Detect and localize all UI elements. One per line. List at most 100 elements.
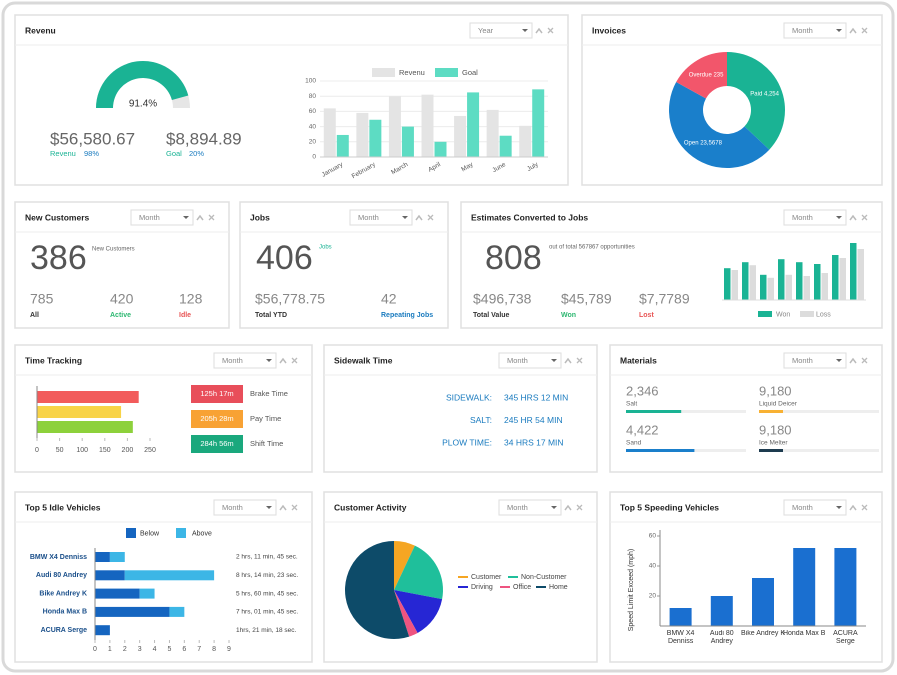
legend-label: Goal [462, 68, 478, 77]
collapse-button[interactable] [849, 357, 857, 364]
stat-label: Won [561, 312, 576, 319]
x-tick-label: 3 [138, 646, 142, 653]
bar [37, 421, 133, 433]
close-button[interactable] [427, 214, 434, 221]
collapse-button[interactable] [564, 357, 572, 364]
slice [394, 590, 418, 637]
collapse-button[interactable] [849, 214, 857, 221]
stat-label: Active [110, 312, 131, 319]
collapse-button[interactable] [196, 214, 204, 221]
period-dropdown[interactable] [213, 352, 277, 369]
kpi-label: Revenu [50, 149, 76, 158]
bar [857, 249, 864, 300]
legend-label: Non-Customer [521, 574, 567, 581]
stat-value: $45,789 [561, 291, 612, 307]
bar [356, 112, 369, 157]
material-label: Salt [626, 401, 637, 408]
period-dropdown[interactable] [130, 209, 194, 226]
kpi-count: 406 [256, 239, 313, 277]
slice [344, 541, 410, 640]
bar [37, 406, 122, 418]
panel-title: Invoices [592, 25, 626, 35]
close-button[interactable] [291, 504, 298, 511]
period-value: Month [507, 503, 528, 512]
bar-segment [95, 625, 110, 636]
x-tick-label: 8 [212, 646, 216, 653]
material-value: 4,422 [626, 422, 659, 437]
dropdown-caret [266, 359, 272, 362]
close-button[interactable] [576, 357, 583, 364]
gauge-label: 91.4% [129, 99, 157, 110]
period-dropdown[interactable] [783, 352, 847, 369]
x-tick-label-box: ACURA Serge [833, 630, 858, 645]
close-button[interactable] [576, 504, 583, 511]
period-dropdown[interactable] [783, 499, 847, 516]
dropdown-caret [836, 29, 842, 32]
close-button[interactable] [291, 357, 298, 364]
close-button[interactable] [861, 504, 868, 511]
collapse-button[interactable] [415, 214, 423, 221]
close-button[interactable] [861, 214, 868, 221]
kpi-value: $56,580.67 [50, 129, 135, 148]
stat-label: All [30, 312, 39, 319]
bar [532, 89, 545, 157]
x-tick-label: 0 [35, 447, 39, 454]
collapse-button[interactable] [849, 27, 857, 34]
progress-track [759, 449, 879, 452]
row-value: 345 HRS 12 MIN [504, 392, 568, 402]
close-button[interactable] [861, 27, 868, 34]
bar [519, 125, 532, 157]
collapse-button[interactable] [279, 504, 287, 511]
badge-value: 125h 17m [200, 389, 233, 398]
period-dropdown[interactable] [349, 209, 413, 226]
stat-value: $7,7789 [639, 291, 690, 307]
material-label: Ice Melter [759, 440, 788, 447]
bar [724, 268, 731, 300]
y-tick-label: 100 [305, 78, 316, 85]
close-button[interactable] [547, 27, 554, 34]
material-label: Sand [626, 440, 642, 447]
close-button[interactable] [208, 214, 215, 221]
bar [434, 141, 447, 157]
x-tick-label-box: Honda Max B [783, 630, 825, 637]
dropdown-caret [266, 506, 272, 509]
material-value: 9,180 [759, 383, 792, 398]
material-value: 2,346 [626, 383, 659, 398]
bar [669, 608, 692, 626]
period-value: Month [792, 356, 813, 365]
dropdown-caret [522, 29, 528, 32]
legend-label: Revenu [399, 68, 425, 77]
period-dropdown[interactable] [783, 209, 847, 226]
bar [749, 265, 756, 300]
stat-value: 785 [30, 291, 54, 307]
kpi-count: 808 [485, 239, 542, 277]
legend-label: Home [549, 584, 568, 591]
period-dropdown[interactable] [498, 499, 562, 516]
x-tick-label: 50 [56, 447, 64, 454]
progress-fill [759, 449, 783, 452]
collapse-button[interactable] [279, 357, 287, 364]
period-dropdown[interactable] [213, 499, 277, 516]
bar-segment [169, 606, 185, 617]
bar [388, 96, 401, 157]
close-button[interactable] [861, 357, 868, 364]
row-label: PLOW TIME: [442, 437, 492, 447]
bar [839, 258, 846, 300]
duration-label: 7 hrs, 01 min, 45 sec. [236, 609, 298, 616]
stat-value: 420 [110, 291, 134, 307]
period-value: Month [792, 26, 813, 35]
row-label: SALT: [470, 415, 492, 425]
period-dropdown[interactable] [783, 22, 847, 39]
collapse-button[interactable] [564, 504, 572, 511]
period-dropdown[interactable] [498, 352, 562, 369]
bar [742, 262, 749, 300]
bar [37, 391, 139, 403]
badge-label: Pay Time [250, 414, 281, 423]
bar [454, 115, 467, 157]
collapse-button[interactable] [849, 504, 857, 511]
stat-label: Repeating Jobs [381, 312, 433, 319]
period-dropdown[interactable] [469, 22, 533, 39]
x-tick-label: 100 [76, 447, 88, 454]
legend-swatch [176, 528, 186, 538]
collapse-button[interactable] [535, 27, 543, 34]
